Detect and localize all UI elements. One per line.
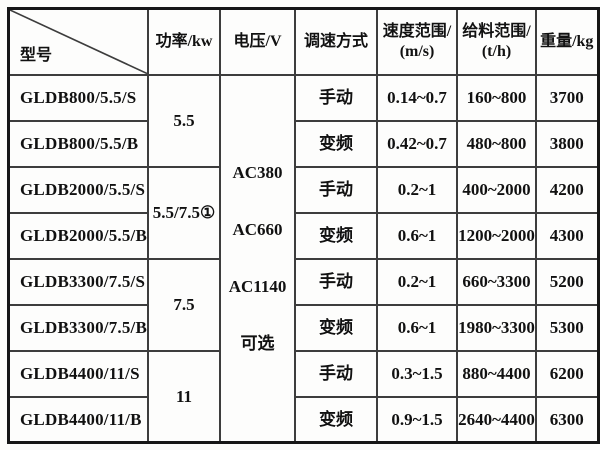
- mode-header: 调速方式: [294, 7, 379, 76]
- table-row: GLDB4400/11/S 11 手动 0.3~1.5 880~4400 6200: [7, 349, 600, 444]
- model-cell: GLDB4400/11/B: [7, 395, 150, 444]
- model-cell: GLDB3300/7.5/B: [7, 303, 150, 352]
- weight-cell: 5300: [535, 303, 600, 352]
- table-row: GLDB3300/7.5/B 变频 0.6~1 1980~3300 5300: [7, 303, 600, 352]
- diagonal-line: [10, 10, 147, 74]
- voltage-cell: AC380 AC660 AC1140 可选: [219, 73, 297, 444]
- speed-range-cell: 0.6~1: [376, 303, 459, 352]
- speed-header: 速度范围/ (m/s): [376, 7, 459, 76]
- voltage-option: AC380: [232, 163, 283, 183]
- mode-cell: 手动: [294, 349, 379, 398]
- mode-cell: 变频: [294, 395, 379, 444]
- model-cell: GLDB3300/7.5/S: [7, 257, 150, 306]
- speed-header-line2: (m/s): [399, 42, 435, 60]
- weight-cell: 3800: [535, 119, 600, 168]
- weight-header: 重量/kg: [535, 7, 600, 76]
- mode-cell: 变频: [294, 303, 379, 352]
- model-cell: GLDB2000/5.5/B: [7, 211, 150, 260]
- power-cell: 7.5: [147, 257, 222, 352]
- weight-cell: 6300: [535, 395, 600, 444]
- feed-range-cell: 660~3300: [456, 257, 538, 306]
- model-cell: GLDB800/5.5/S: [7, 73, 150, 122]
- table-header: 型号 功率/kw 电压/V 调速方式 速度范围/ (m/s) 给料范围/ (t/…: [7, 7, 600, 76]
- mode-cell: 手动: [294, 165, 379, 214]
- power-cell: 5.5/7.5①: [147, 165, 222, 260]
- weight-cell: 4200: [535, 165, 600, 214]
- feed-range-cell: 160~800: [456, 73, 538, 122]
- model-cell: GLDB4400/11/S: [7, 349, 150, 398]
- speed-range-cell: 0.6~1: [376, 211, 459, 260]
- model-cell: GLDB2000/5.5/S: [7, 165, 150, 214]
- feed-range-cell: 1200~2000: [456, 211, 538, 260]
- weight-cell: 4300: [535, 211, 600, 260]
- table-row: GLDB2000/5.5/B 变频 0.6~1 1200~2000 4300: [7, 211, 600, 260]
- power-cell: 11: [147, 349, 222, 444]
- speed-range-cell: 0.14~0.7: [376, 73, 459, 122]
- mode-cell: 手动: [294, 257, 379, 306]
- speed-range-cell: 0.9~1.5: [376, 395, 459, 444]
- model-header-cell: 型号: [7, 7, 150, 76]
- table-row: GLDB2000/5.5/S 5.5/7.5① 手动 0.2~1 400~2000 420…: [7, 165, 600, 260]
- header-row: 型号 功率/kw 电压/V 调速方式 速度范围/ (m/s) 给料范围/ (t/…: [7, 7, 600, 76]
- voltage-option: AC660: [232, 220, 283, 240]
- table-body: GLDB800/5.5/S 5.5 AC380 AC660 AC1140 可选 手动 0.14…: [7, 73, 600, 444]
- mode-cell: 手动: [294, 73, 379, 122]
- speed-range-cell: 0.42~0.7: [376, 119, 459, 168]
- feed-range-cell: 1980~3300: [456, 303, 538, 352]
- mode-cell: 变频: [294, 211, 379, 260]
- mode-cell: 变频: [294, 119, 379, 168]
- speed-range-cell: 0.2~1: [376, 165, 459, 214]
- voltage-header: 电压/V: [219, 7, 297, 76]
- table-row: GLDB800/5.5/B 变频 0.42~0.7 480~800 3800: [7, 119, 600, 168]
- weight-cell: 3700: [535, 73, 600, 122]
- voltage-option: AC1140: [228, 277, 287, 297]
- voltage-option: 可选: [240, 334, 275, 354]
- feed-range-cell: 880~4400: [456, 349, 538, 398]
- weight-cell: 6200: [535, 349, 600, 398]
- power-cell: 5.5: [147, 73, 222, 168]
- feed-range-cell: 2640~4400: [456, 395, 538, 444]
- feed-header-line2: (t/h): [481, 42, 512, 60]
- speed-range-cell: 0.2~1: [376, 257, 459, 306]
- feed-header-line1: 给料范围/: [462, 22, 531, 40]
- table-row: GLDB3300/7.5/S 7.5 手动 0.2~1 660~3300 5200: [7, 257, 600, 352]
- model-header-label: 型号: [20, 46, 53, 64]
- specification-table: 型号 功率/kw 电压/V 调速方式 速度范围/ (m/s) 给料范围/ (t/…: [7, 7, 600, 444]
- model-cell: GLDB800/5.5/B: [7, 119, 150, 168]
- table-row: GLDB800/5.5/S 5.5 AC380 AC660 AC1140 可选 手动 0.14…: [7, 73, 600, 444]
- speed-range-cell: 0.3~1.5: [376, 349, 459, 398]
- feed-range-cell: 400~2000: [456, 165, 538, 214]
- weight-cell: 5200: [535, 257, 600, 306]
- table-row: GLDB4400/11/B 变频 0.9~1.5 2640~4400 6300: [7, 395, 600, 444]
- feed-range-cell: 480~800: [456, 119, 538, 168]
- speed-header-line1: 速度范围/: [382, 22, 452, 40]
- feed-header: 给料范围/ (t/h): [456, 7, 538, 76]
- power-header: 功率/kw: [147, 7, 222, 76]
